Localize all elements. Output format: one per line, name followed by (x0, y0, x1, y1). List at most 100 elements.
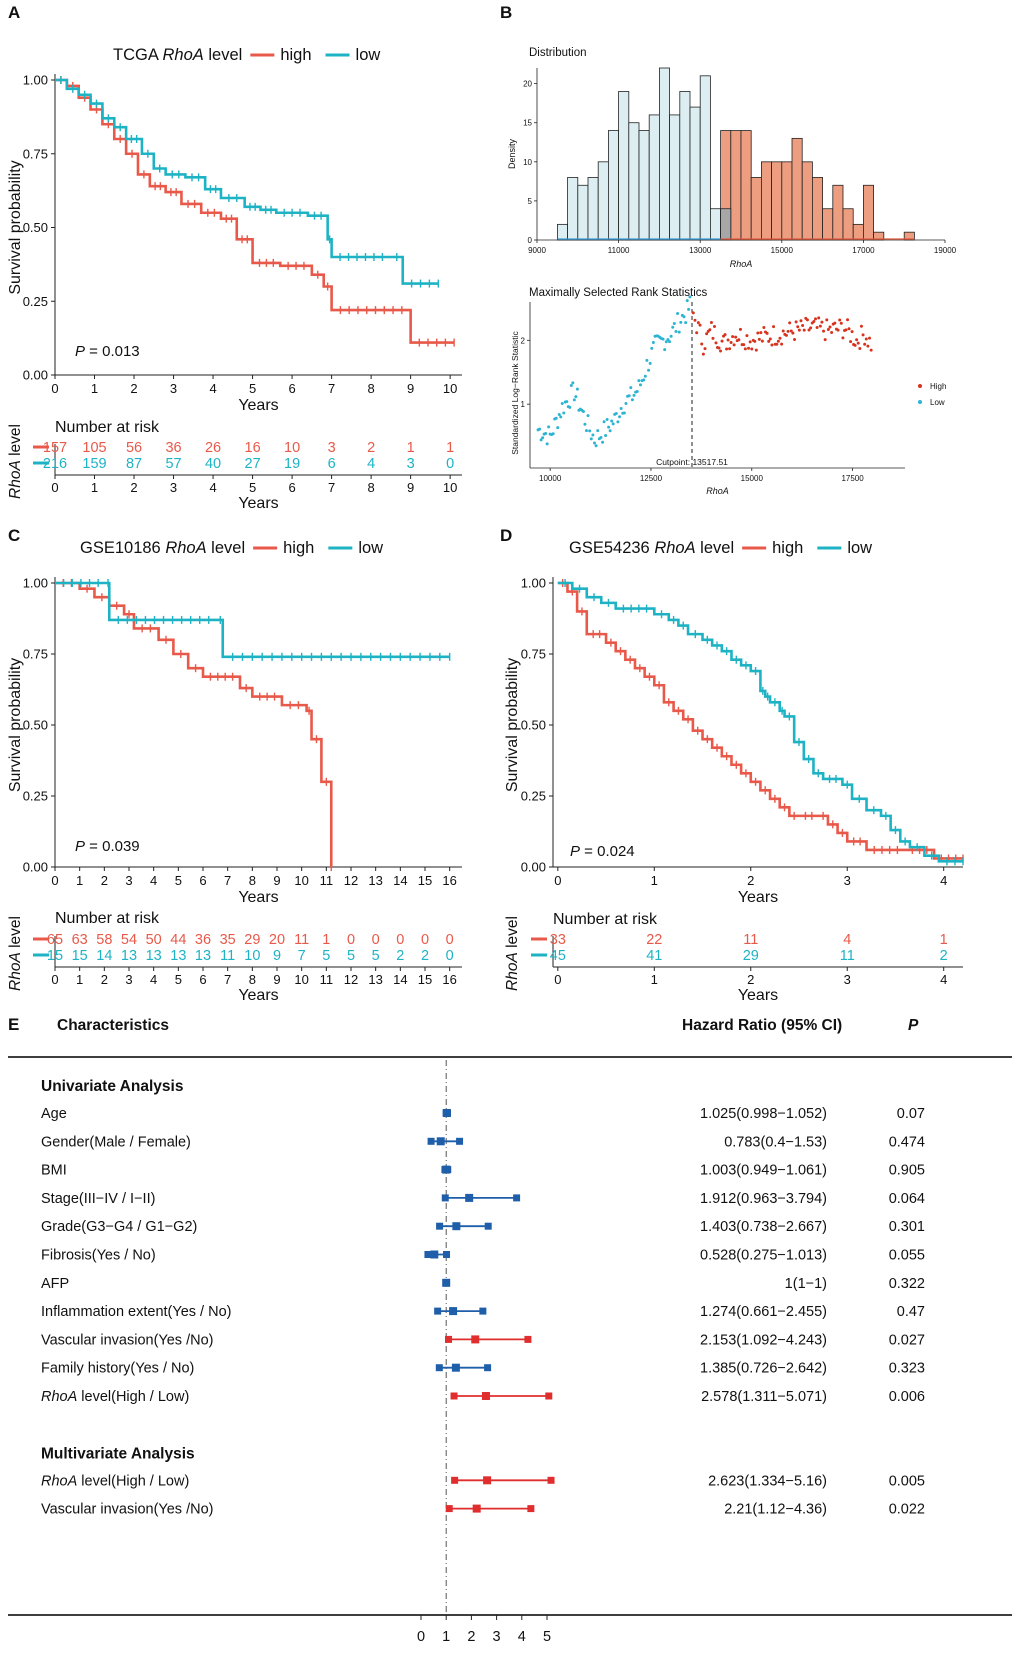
hist-bar-high (822, 208, 834, 241)
hist-x-tick-label: 9000 (528, 246, 546, 255)
risk-tick-label: 3 (170, 480, 177, 495)
risk-title: Number at risk (553, 911, 658, 928)
forest-hr-text: 1.403(0.738−2.667) (700, 1219, 827, 1235)
x-tick-label: 7 (328, 381, 335, 396)
risk-tick-label: 8 (367, 480, 374, 495)
risk-value-high: 157 (43, 440, 67, 456)
hist-bar-low (587, 177, 599, 241)
forest-p-value: 0.005 (889, 1473, 925, 1489)
scatter-point-high (762, 326, 766, 330)
scatter-point-high (720, 339, 724, 343)
hist-bar-high (761, 161, 773, 241)
forest-hr-text: 1.385(0.726−2.642) (700, 1361, 827, 1377)
risk-value-low: 15 (72, 948, 88, 964)
risk-value-low: 10 (244, 948, 260, 964)
hist-bar-high (750, 177, 762, 241)
forest-hr-text: 0.783(0.4−1.53) (724, 1134, 827, 1150)
header-characteristics: Characteristics (57, 1017, 169, 1034)
scatter-point-high (756, 331, 760, 335)
forest-ci-low-marker (445, 1335, 453, 1343)
hist-y-axis-title: Density (507, 138, 517, 169)
scatter-point-high (778, 336, 782, 340)
scatter-legend-low: Low (930, 398, 945, 407)
risk-value-low: 13 (195, 948, 211, 964)
forest-ci-high-marker (443, 1251, 451, 1258)
risk-tick-label: 0 (51, 972, 58, 987)
risk-value-high: 0 (372, 932, 380, 948)
chart-title: GSE10186 RhoA level (80, 539, 245, 557)
hist-bar-low (597, 161, 609, 241)
hist-bar-high (740, 130, 752, 241)
scatter-point-low (629, 386, 633, 390)
scatter-point-high (868, 336, 872, 340)
risk-tick-label: 6 (288, 480, 295, 495)
scatter-point-high (770, 343, 774, 347)
scatter-point-low (668, 340, 672, 344)
forest-row-label: Stage(III−IV / I−II) (41, 1191, 155, 1207)
forest-point-estimate (483, 1476, 492, 1485)
forest-ci-high-marker (484, 1364, 492, 1372)
scatter-point-high (708, 328, 712, 332)
hist-bar-low (689, 106, 701, 241)
x-tick-label: 9 (273, 873, 280, 888)
x-tick-label: 8 (249, 873, 256, 888)
scatter-point-low (568, 405, 572, 409)
scatter-point-high (850, 330, 854, 334)
x-tick-label: 14 (393, 873, 407, 888)
scatter-point-high (691, 311, 695, 315)
scatter-point-low (647, 368, 651, 372)
header-p: P (908, 1017, 919, 1034)
risk-value-low: 57 (165, 456, 181, 472)
scatter-point-high (815, 325, 819, 329)
scatter-point-high (794, 320, 798, 324)
forest-ci-high-marker (479, 1307, 487, 1315)
p-value: P = 0.013 (75, 343, 140, 360)
scatter-point-low (627, 394, 631, 398)
x-axis-title: Years (738, 889, 778, 906)
scatter-point-high (780, 342, 784, 346)
scatter-point-high (725, 347, 729, 351)
hist-bar-overlap (720, 208, 732, 241)
scatter-point-high (796, 325, 800, 329)
forest-ci-high-marker (513, 1194, 521, 1202)
forest-ci-high-marker (527, 1505, 535, 1513)
risk-value-low: 41 (646, 948, 662, 964)
panel-letter-b: B (500, 3, 512, 22)
risk-value-high: 0 (347, 932, 355, 948)
forest-ci-low-marker (435, 1364, 443, 1372)
scatter-point-high (817, 316, 821, 320)
forest-row-label: Gender(Male / Female) (41, 1134, 191, 1150)
x-tick-label: 4 (209, 381, 216, 396)
risk-tick-label: 7 (328, 480, 335, 495)
forest-hr-text: 1.003(0.949−1.061) (700, 1163, 827, 1179)
scatter-point-low (651, 341, 655, 345)
forest-p-value: 0.022 (889, 1502, 925, 1518)
forest-ci-low-marker (451, 1476, 459, 1484)
km-curve-high (557, 581, 963, 860)
scatter-point-high (869, 348, 873, 352)
risk-x-axis-title: Years (238, 495, 278, 512)
km-panel-c: GSE10186 RhoA level high low 0.00 0.25 0.50 0.… (7, 539, 462, 906)
scatter-point-low (572, 398, 576, 402)
scatter-point-low (591, 433, 595, 437)
risk-tick-label: 3 (125, 972, 132, 987)
scatter-point-high (701, 352, 705, 356)
scatter-point-high (776, 339, 780, 343)
risk-tick-label: 1 (76, 972, 83, 987)
x-tick-label: 6 (288, 381, 295, 396)
forest-ci-low-marker (436, 1222, 444, 1230)
scatter-point-low (685, 299, 689, 303)
risk-value-high: 33 (550, 932, 566, 948)
y-tick-label: 0.25 (23, 789, 48, 804)
forest-ci-low-marker (434, 1307, 442, 1315)
risk-tick-label: 8 (249, 972, 256, 987)
forest-ci-high-marker (547, 1476, 555, 1484)
forest-point-estimate (442, 1165, 451, 1174)
forest-ci-low-marker (445, 1505, 453, 1513)
risk-tick-label: 12 (344, 972, 358, 987)
scatter-point-low (677, 330, 681, 334)
forest-row-label: Vascular invasion(Yes /No) (41, 1332, 213, 1348)
forest-hr-text: 0.528(0.275−1.013) (700, 1248, 827, 1264)
forest-ci-low-marker (450, 1392, 458, 1400)
